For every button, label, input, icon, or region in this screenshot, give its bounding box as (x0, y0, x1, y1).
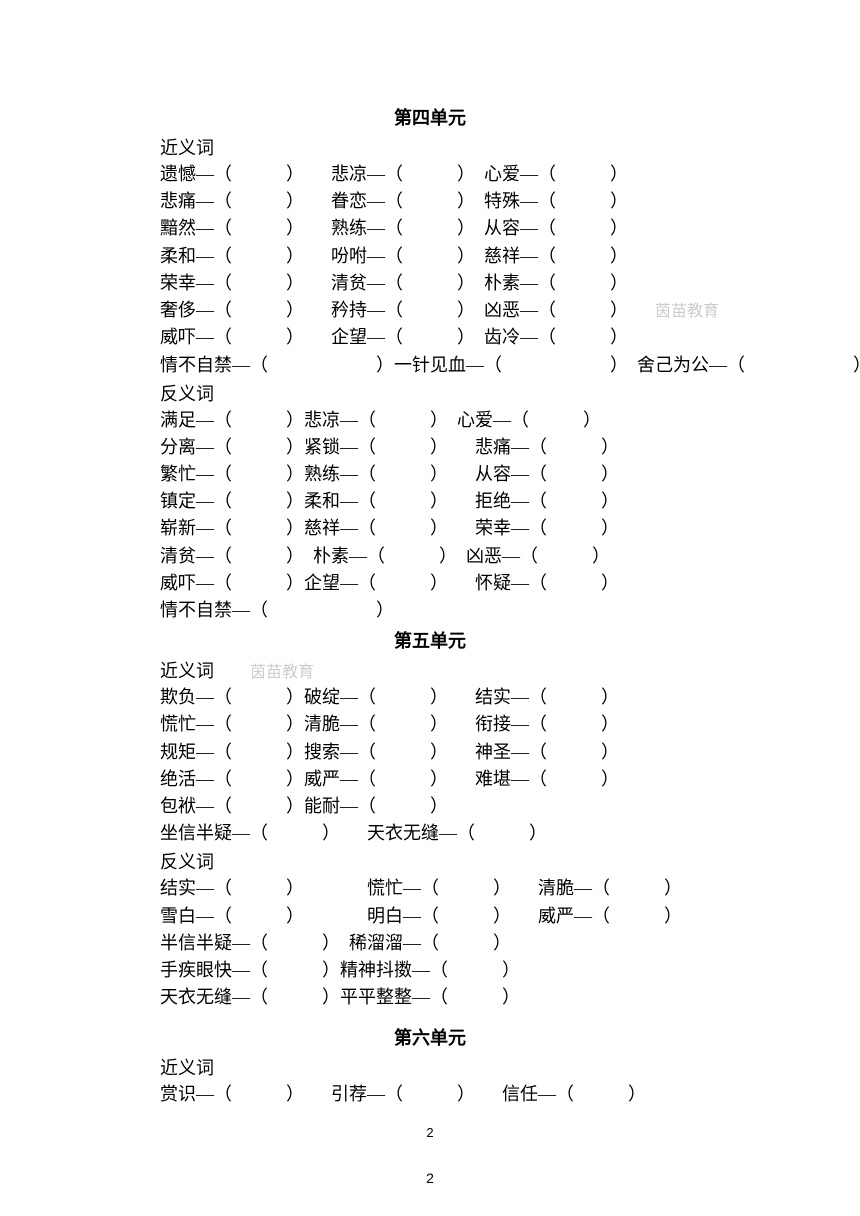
watermark: 茵苗教育 (655, 303, 719, 320)
unit4-fanyici-line: 情不自禁—（ ） (160, 598, 700, 623)
unit4-title: 第四单元 (160, 104, 700, 130)
unit4-jinyici-line: 荣幸—（ ） 清贫—（ ） 朴素—（ ） (160, 271, 700, 296)
unit5-fanyici-line: 雪白—（ ） 明白—（ ） 威严—（ ） (160, 904, 700, 929)
page-number: 2 (160, 1125, 700, 1140)
unit6-title: 第六单元 (160, 1024, 700, 1050)
unit4-fanyici-line: 镇定—（ ）柔和—（ ） 拒绝—（ ） (160, 489, 700, 514)
unit4-fanyici-line: 清贫—（ ） 朴素—（ ） 凶恶—（ ） (160, 544, 700, 569)
unit5-jinyici-line: 慌忙—（ ）清脆—（ ） 衔接—（ ） (160, 712, 700, 737)
unit5-fanyici-line: 手疾眼快—（ ）精神抖擞—（ ） (160, 958, 700, 983)
unit4-jinyici-line: 悲痛—（ ） 眷恋—（ ） 特殊—（ ） (160, 189, 700, 214)
unit4-fanyici-line: 威吓—（ ）企望—（ ） 怀疑—（ ） (160, 571, 700, 596)
unit5-title: 第五单元 (160, 627, 700, 653)
unit5-jinyici-label: 近义词 茵苗教育 (160, 657, 700, 683)
unit5-fanyici-line: 半信半疑—（ ） 稀溜溜—（ ） (160, 931, 700, 956)
unit4-jinyici-line: 柔和—（ ） 吩咐—（ ） 慈祥—（ ） (160, 244, 700, 269)
unit4-fanyici-line: 崭新—（ ）慈祥—（ ） 荣幸—（ ） (160, 516, 700, 541)
unit6-jinyici-label: 近义词 (160, 1054, 700, 1080)
unit5-fanyici-label: 反义词 (160, 848, 700, 874)
watermark: 茵苗教育 (250, 664, 314, 681)
unit4-fanyici-label: 反义词 (160, 380, 700, 406)
page-number-bottom: 2 (0, 1170, 860, 1186)
unit4-jinyici-line: 威吓—（ ） 企望—（ ） 齿冷—（ ） (160, 325, 700, 350)
unit4-fanyici-line: 满足—（ ）悲凉—（ ） 心爱—（ ） (160, 408, 700, 433)
unit4-jinyici-line: 遗憾—（ ） 悲凉—（ ） 心爱—（ ） (160, 162, 700, 187)
unit4-fanyici-line: 分离—（ ）紧锁—（ ） 悲痛—（ ） (160, 435, 700, 460)
unit5-jinyici-line: 规矩—（ ）搜索—（ ） 神圣—（ ） (160, 740, 700, 765)
unit4-fanyici-line: 繁忙—（ ）熟练—（ ） 从容—（ ） (160, 462, 700, 487)
unit4-jinyici-line: 奢侈—（ ） 矜持—（ ） 凶恶—（ ） 茵苗教育 (160, 298, 700, 323)
unit5-jinyici-line: 绝活—（ ）威严—（ ） 难堪—（ ） (160, 767, 700, 792)
unit4-jinyici-line: 黯然—（ ） 熟练—（ ） 从容—（ ） (160, 216, 700, 241)
unit5-fanyici-line: 天衣无缝—（ ）平平整整—（ ） (160, 985, 700, 1010)
unit5-jinyici-line: 欺负—（ ）破绽—（ ） 结实—（ ） (160, 685, 700, 710)
unit4-jinyici-label: 近义词 (160, 134, 700, 160)
unit5-jinyici-line: 包袱—（ ）能耐—（ ） (160, 794, 700, 819)
unit4-jinyici-line: 情不自禁—（ ）一针见血—（ ） 舍己为公—（ ） (160, 353, 700, 378)
unit5-fanyici-line: 结实—（ ） 慌忙—（ ） 清脆—（ ） (160, 876, 700, 901)
unit6-jinyici-line: 赏识—（ ） 引荐—（ ） 信任—（ ） (160, 1082, 700, 1107)
unit5-jinyici-line: 坐信半疑—（ ） 天衣无缝—（ ） (160, 821, 700, 846)
